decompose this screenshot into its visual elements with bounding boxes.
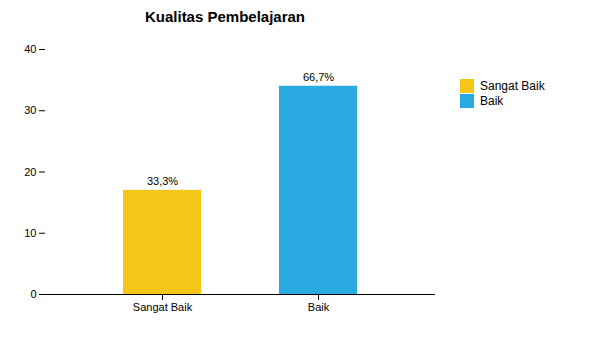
html-text:Kualitas Pembelajaran: Kualitas Pembelajaran [145, 8, 305, 25]
svg-text:30: 30 [24, 104, 36, 116]
svg-text:20: 20 [24, 166, 36, 178]
svg-text:40: 40 [24, 43, 36, 55]
html-text:Sangat Baik: Sangat Baik [480, 79, 545, 93]
svg-text:10: 10 [24, 227, 36, 239]
html-text:Baik: Baik [480, 94, 504, 108]
svg-text:33,3%: 33,3% [147, 175, 178, 187]
svg-text:Sangat Baik: Sangat Baik [133, 301, 193, 313]
svg-text:0: 0 [30, 288, 36, 300]
svg-text:66,7%: 66,7% [303, 71, 334, 83]
svg-text:Baik: Baik [308, 301, 330, 313]
